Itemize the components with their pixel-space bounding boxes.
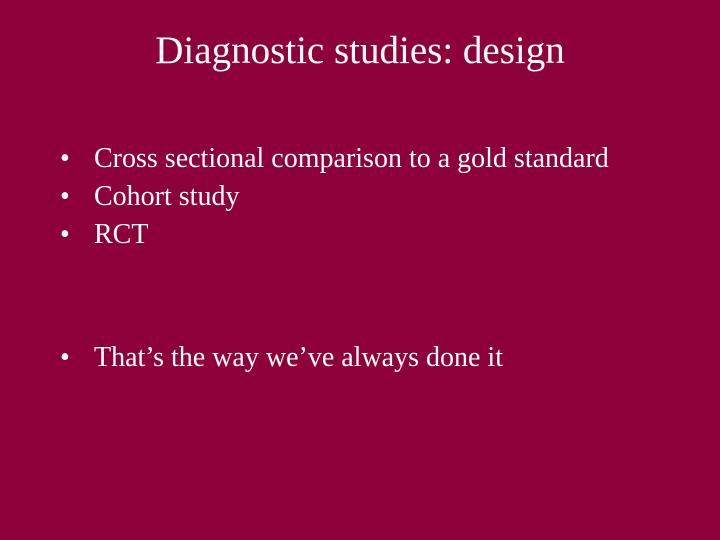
slide-title: Diagnostic studies: design: [0, 0, 720, 73]
slide-body: Cross sectional comparison to a gold sta…: [0, 73, 720, 376]
bullet-item: RCT: [56, 217, 664, 253]
slide: Diagnostic studies: design Cross section…: [0, 0, 720, 540]
bullet-item: Cohort study: [56, 179, 664, 215]
bullet-item: That’s the way we’ve always done it: [56, 340, 664, 376]
bullet-list-bottom: That’s the way we’ve always done it: [56, 340, 664, 376]
spacer: [56, 254, 664, 340]
bullet-item: Cross sectional comparison to a gold sta…: [56, 141, 664, 177]
bullet-list-top: Cross sectional comparison to a gold sta…: [56, 141, 664, 252]
